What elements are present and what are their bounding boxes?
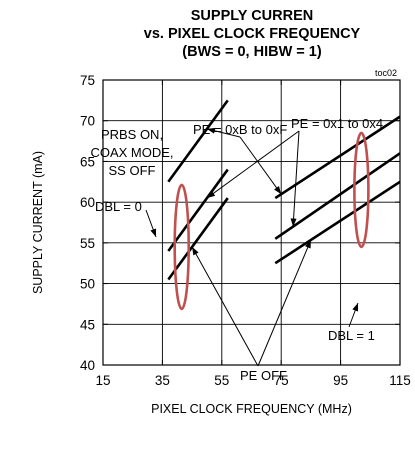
x-tick-label: 95 [333, 373, 348, 388]
conditions-note: SS OFF [109, 163, 156, 178]
series-line [167, 197, 229, 281]
y-tick-label: 75 [80, 73, 95, 88]
x-tick-label: 15 [95, 373, 110, 388]
chart-title-line: vs. PIXEL CLOCK FREQUENCY [144, 26, 361, 42]
series-line [167, 168, 229, 252]
pe-off-label: PE OFF [240, 368, 287, 383]
y-tick-label: 70 [80, 114, 95, 129]
dbl0-label: DBL = 0 [95, 199, 142, 214]
annotation-leaders [145, 127, 359, 367]
y-tick-label: 50 [80, 277, 95, 292]
pe-off-arrow-dbl0 [191, 246, 259, 367]
pe-off-arrow-dbl0-head [192, 246, 199, 256]
y-tick-label: 40 [80, 358, 95, 373]
y-axis-label: SUPPLY CURRENT (mA) [31, 151, 45, 294]
x-tick-labels: 15 35 55 75 95 115 [95, 373, 410, 388]
group-highlights [173, 131, 370, 311]
pe-low-arrow-dbl1 [292, 130, 300, 227]
dbl0-ellipse [173, 183, 191, 311]
dbl1-ellipse [353, 131, 370, 249]
dbl1-label: DBL = 1 [328, 328, 375, 343]
series-line [167, 99, 229, 183]
pe-low-arrow-dbl1-head [290, 218, 297, 227]
pe-off-arrow-dbl1-head [305, 239, 311, 249]
y-tick-label: 60 [80, 195, 95, 210]
series-line [274, 180, 400, 265]
conditions-note: COAX MODE, [90, 145, 173, 160]
axis-ticks [102, 79, 401, 366]
pe-high-arrow-dbl1 [239, 136, 282, 195]
pe-low-arrow-dbl0 [206, 130, 300, 199]
plot-frame [102, 79, 401, 366]
annotations: PRBS ON, COAX MODE, SS OFF PE = 0xB to 0xF P… [90, 116, 383, 383]
chart-title: SUPPLY CURREN vs. PIXEL CLOCK FREQUENCY (B… [144, 8, 361, 60]
pe-high-arrow-dbl1-head [274, 185, 282, 195]
y-tick-label: 45 [80, 317, 95, 332]
conditions-note: PRBS ON, [101, 127, 163, 142]
y-tick-label: 55 [80, 236, 95, 251]
pe-off-arrow-dbl1 [257, 239, 312, 367]
x-tick-label: 115 [389, 373, 411, 388]
dbl1-arrow-head [352, 303, 358, 312]
pe-high-label: PE = 0xB to 0xF [193, 122, 287, 137]
chart-title-line: (BWS = 0, HIBW = 1) [182, 44, 322, 60]
x-tick-label: 75 [274, 373, 289, 388]
pe-low-arrow-dbl0-head [206, 190, 216, 199]
x-tick-label: 35 [155, 373, 170, 388]
x-axis-label: PIXEL CLOCK FREQUENCY (MHz) [151, 402, 352, 416]
pe-high-arrow-dbl0-head [206, 127, 216, 134]
pe-low-label: PE = 0x1 to 0x4 [291, 116, 383, 131]
dbl0-arrow-head [150, 228, 157, 237]
y-tick-label: 65 [80, 154, 95, 169]
x-tick-label: 55 [214, 373, 229, 388]
figure-id: toc02 [375, 68, 397, 78]
y-tick-labels: 40 45 50 55 60 65 70 75 [80, 73, 95, 373]
chart-title-line: SUPPLY CURREN [191, 8, 313, 24]
series-line [274, 152, 400, 240]
grid-lines [103, 80, 400, 365]
